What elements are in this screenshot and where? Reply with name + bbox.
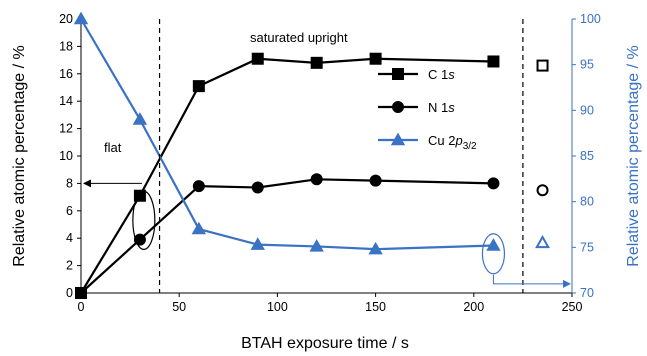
data-point-triangle bbox=[486, 238, 501, 251]
y-left-tick-label: 12 bbox=[59, 122, 73, 136]
data-point-circle bbox=[251, 181, 264, 194]
data-point-circle bbox=[369, 174, 382, 187]
y-right-tick-label: 70 bbox=[580, 286, 594, 300]
legend-label: Cu 2p3/2 bbox=[428, 133, 477, 152]
y-left-tick-label: 0 bbox=[66, 286, 73, 300]
data-point-square bbox=[251, 52, 264, 65]
y-right-tick-label: 90 bbox=[580, 103, 594, 117]
data-point-triangle bbox=[250, 237, 265, 250]
x-axis-label: BTAH exposure time / s bbox=[241, 335, 409, 352]
data-point-triangle bbox=[191, 221, 207, 235]
legend-marker-triangle bbox=[390, 132, 406, 146]
x-tick-label: 200 bbox=[463, 300, 484, 314]
x-tick-label: 0 bbox=[78, 300, 85, 314]
y-left-tick-label: 6 bbox=[66, 204, 73, 218]
data-point-triangle bbox=[309, 239, 324, 252]
data-point-circle bbox=[75, 287, 87, 299]
data-point-triangle bbox=[73, 11, 89, 25]
y-left-tick-label: 4 bbox=[66, 231, 73, 245]
y-left-tick-label: 14 bbox=[59, 94, 73, 108]
x-tick-label: 100 bbox=[267, 300, 288, 314]
data-point-triangle bbox=[368, 241, 383, 255]
series-line-0 bbox=[80, 57, 494, 294]
y-left-tick-label: 8 bbox=[66, 176, 73, 190]
y-left-tick-label: 2 bbox=[66, 259, 73, 273]
y-axis-left-label: Relative atomic percentage / % bbox=[11, 45, 28, 266]
annotation-saturated-upright: saturated upright bbox=[250, 30, 348, 45]
y-left-tick-label: 20 bbox=[59, 12, 73, 26]
y-left-tick-label: 16 bbox=[59, 67, 73, 81]
x-tick-label: 150 bbox=[365, 300, 386, 314]
arrow-to-right-axis bbox=[492, 274, 571, 288]
reference-marker-triangle bbox=[535, 235, 551, 249]
data-point-circle bbox=[487, 177, 500, 190]
y-axis-right-label: Relative atomic percentage / % bbox=[625, 45, 642, 266]
y-right-tick-label: 80 bbox=[580, 195, 594, 209]
data-point-square bbox=[369, 52, 382, 65]
reference-marker-circle bbox=[536, 184, 549, 197]
y-right-tick-label: 75 bbox=[580, 240, 594, 254]
data-point-circle bbox=[192, 180, 205, 193]
data-point-square bbox=[192, 80, 205, 93]
chart-ticks: 0 50 100 150 200 250 0 2 4 6 8 10 12 14 16 18 20 70 75 80 85… bbox=[59, 12, 601, 314]
y-right-tick-label: 95 bbox=[580, 58, 594, 72]
reference-marker-square bbox=[536, 59, 549, 72]
chart-series bbox=[73, 11, 551, 299]
data-point-square bbox=[133, 189, 146, 202]
x-tick-label: 50 bbox=[172, 300, 186, 314]
data-point-circle bbox=[310, 173, 323, 186]
legend-label: C 1s bbox=[428, 67, 455, 82]
annotation-flat: flat bbox=[104, 140, 122, 155]
legend-marker-circle bbox=[392, 101, 404, 113]
data-point-triangle bbox=[132, 112, 148, 125]
chart-legend: C 1s N 1s Cu 2p3/2 bbox=[378, 67, 477, 152]
y-right-tick-label: 85 bbox=[580, 149, 594, 163]
legend-marker-square bbox=[392, 68, 404, 80]
y-left-tick-label: 18 bbox=[59, 39, 73, 53]
legend-label: N 1s bbox=[428, 100, 455, 115]
highlight-ellipse-black bbox=[132, 190, 156, 250]
chart-annotations bbox=[83, 19, 571, 293]
highlight-ellipse-blue bbox=[481, 233, 506, 275]
y-right-tick-label: 100 bbox=[580, 12, 601, 26]
data-point-square bbox=[310, 56, 323, 69]
data-point-square bbox=[487, 55, 500, 68]
y-left-tick-label: 10 bbox=[59, 149, 73, 163]
x-tick-label: 250 bbox=[562, 300, 583, 314]
